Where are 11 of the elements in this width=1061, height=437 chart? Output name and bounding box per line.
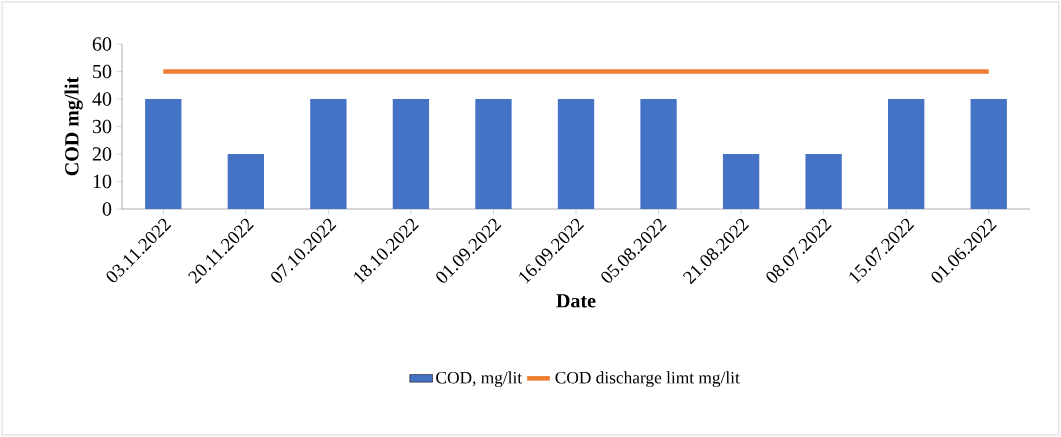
legend-label: COD discharge limt mg/lit xyxy=(555,371,740,388)
legend-label: COD, mg/lit xyxy=(436,371,523,388)
y-tick-label: 10 xyxy=(93,174,112,189)
y-tick-label: 20 xyxy=(92,147,112,161)
y-tick-label: 40 xyxy=(92,92,112,106)
y-tick-label: 30 xyxy=(92,119,112,134)
y-tick-label: 0 xyxy=(102,202,112,216)
x-axis-title: Date xyxy=(556,294,596,308)
y-axis-title: COD mg/lit xyxy=(64,76,83,176)
y-tick-label: 50 xyxy=(93,64,112,79)
y-tick-label: 60 xyxy=(92,37,112,51)
